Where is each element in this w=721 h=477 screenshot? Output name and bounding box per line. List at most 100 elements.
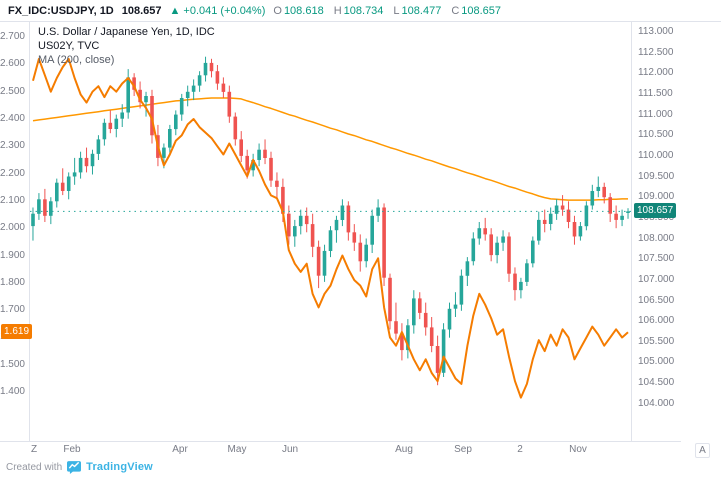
- right-axis-tick: 112.000: [638, 67, 674, 78]
- candle-body: [304, 215, 309, 225]
- attribution-footer: Created with TradingView: [0, 457, 721, 477]
- candle-body: [310, 224, 315, 247]
- candle-body: [429, 327, 434, 346]
- candle-body: [31, 213, 35, 227]
- candle-body: [560, 205, 565, 210]
- candle-body: [221, 83, 226, 92]
- candle-body: [566, 209, 571, 222]
- candle-body: [168, 129, 172, 148]
- right-axis-tick: 104.500: [638, 377, 675, 388]
- candle-body: [227, 91, 232, 117]
- left-axis-tick: 1.500: [0, 359, 25, 370]
- legend-ma-indicator[interactable]: MA (200, close): [38, 54, 115, 66]
- candle-body: [55, 182, 59, 202]
- candle-body: [334, 219, 339, 231]
- tradingview-logo-icon[interactable]: [67, 460, 82, 474]
- candle-body: [596, 186, 601, 191]
- auto-scale-button[interactable]: A: [695, 443, 710, 458]
- candle-body: [114, 118, 119, 129]
- candle-body: [465, 261, 470, 276]
- right-axis-tick: 112.500: [638, 47, 674, 58]
- candle-body: [406, 325, 410, 351]
- candle-body: [620, 215, 624, 220]
- candle-body: [400, 333, 404, 351]
- candle-body: [78, 157, 83, 173]
- left-axis-tick: 2.000: [0, 222, 25, 233]
- left-axis-tick: 1.700: [0, 304, 25, 315]
- candle-body: [275, 180, 279, 187]
- right-axis-tick: 106.500: [638, 295, 675, 306]
- symbol-name[interactable]: FX_IDC:USDJPY, 1D: [8, 4, 114, 17]
- candle-body: [418, 298, 422, 313]
- candle-body: [441, 329, 446, 373]
- chart-body: 1.619 2.700 2.600 2.500 2.400 2.300 2.200 2.10…: [0, 22, 721, 441]
- symbol-header[interactable]: FX_IDC:USDJPY, 1D 108.657 ▲ +0.041 (+0.0…: [0, 0, 721, 22]
- ma-200-line: [32, 97, 628, 201]
- right-axis-tick: 108.000: [638, 233, 675, 244]
- left-axis-tick: 2.300: [0, 140, 25, 151]
- last-price: 108.657: [121, 4, 162, 17]
- left-price-axis[interactable]: 1.619 2.700 2.600 2.500 2.400 2.300 2.200 2.10…: [0, 22, 33, 441]
- right-margin: [681, 22, 721, 441]
- left-axis-tick: 2.500: [0, 86, 25, 97]
- candle-body: [477, 228, 482, 239]
- candle-body: [531, 240, 535, 264]
- candle-body: [358, 242, 363, 262]
- price-chart-pane[interactable]: U.S. Dollar / Japanese Yen, 1D, IDC US02…: [30, 22, 631, 441]
- legend-us02y-series[interactable]: US02Y, TVC: [38, 40, 100, 52]
- low-readout: L 108.477: [393, 4, 442, 17]
- right-axis-tick: 107.500: [638, 253, 675, 264]
- candle-body: [251, 160, 255, 171]
- candle-body: [602, 186, 606, 198]
- candle-body: [328, 230, 333, 251]
- left-axis-tick: 2.700: [0, 31, 25, 42]
- legend-main-series[interactable]: U.S. Dollar / Japanese Yen, 1D, IDC: [38, 26, 215, 38]
- candle-body: [316, 246, 321, 276]
- candle-body: [72, 172, 77, 177]
- candle-body: [370, 215, 374, 245]
- candle-body: [298, 215, 303, 227]
- candle-body: [537, 219, 541, 241]
- candle-body: [519, 281, 523, 291]
- change-value: +0.041 (+0.04%): [183, 4, 266, 17]
- candle-body: [269, 157, 273, 181]
- candle-body: [513, 273, 517, 291]
- candle-body: [471, 238, 476, 262]
- candle-body: [626, 211, 630, 213]
- candle-body: [257, 149, 261, 160]
- up-arrow-icon: ▲: [169, 4, 181, 17]
- candle-body: [495, 242, 499, 256]
- us02y-line: [32, 57, 629, 399]
- time-axis[interactable]: Z Feb Apr May Jun Aug Sep 2 Nov: [0, 441, 681, 457]
- time-axis-label: Apr: [172, 444, 188, 455]
- candle-body: [548, 213, 553, 224]
- candlestick-chart-svg[interactable]: [30, 22, 631, 441]
- right-axis-tick: 105.000: [638, 356, 675, 367]
- candle-body: [459, 275, 464, 305]
- time-axis-label: Z: [30, 444, 38, 455]
- candle-body: [322, 250, 327, 276]
- candle-body: [108, 122, 113, 129]
- time-axis-label: 2: [517, 444, 523, 455]
- candle-body: [608, 197, 612, 214]
- left-axis-tick: 2.400: [0, 113, 25, 124]
- price-change: ▲ +0.041 (+0.04%): [170, 5, 266, 17]
- right-price-axis[interactable]: 108.657 113.000 112.500 112.000 111.500 111.…: [631, 22, 681, 441]
- tradingview-wordmark[interactable]: TradingView: [86, 461, 153, 473]
- right-axis-tick: 110.000: [638, 150, 674, 161]
- candle-body: [483, 228, 487, 235]
- time-axis-label: May: [227, 444, 247, 455]
- candle-body: [542, 219, 547, 224]
- candle-body: [507, 236, 511, 274]
- candle-body: [281, 186, 285, 214]
- right-axis-tick: 104.000: [638, 398, 675, 409]
- created-with-label: Created with: [6, 461, 63, 473]
- candle-body: [209, 62, 214, 72]
- candle-body: [185, 91, 190, 98]
- right-axis-tick: 107.000: [638, 274, 675, 285]
- left-axis-tick: 2.100: [0, 195, 25, 206]
- right-axis-tick: 110.500: [638, 129, 674, 140]
- close-readout: C 108.657: [451, 4, 502, 17]
- candle-body: [263, 149, 267, 158]
- candle-body: [293, 226, 297, 237]
